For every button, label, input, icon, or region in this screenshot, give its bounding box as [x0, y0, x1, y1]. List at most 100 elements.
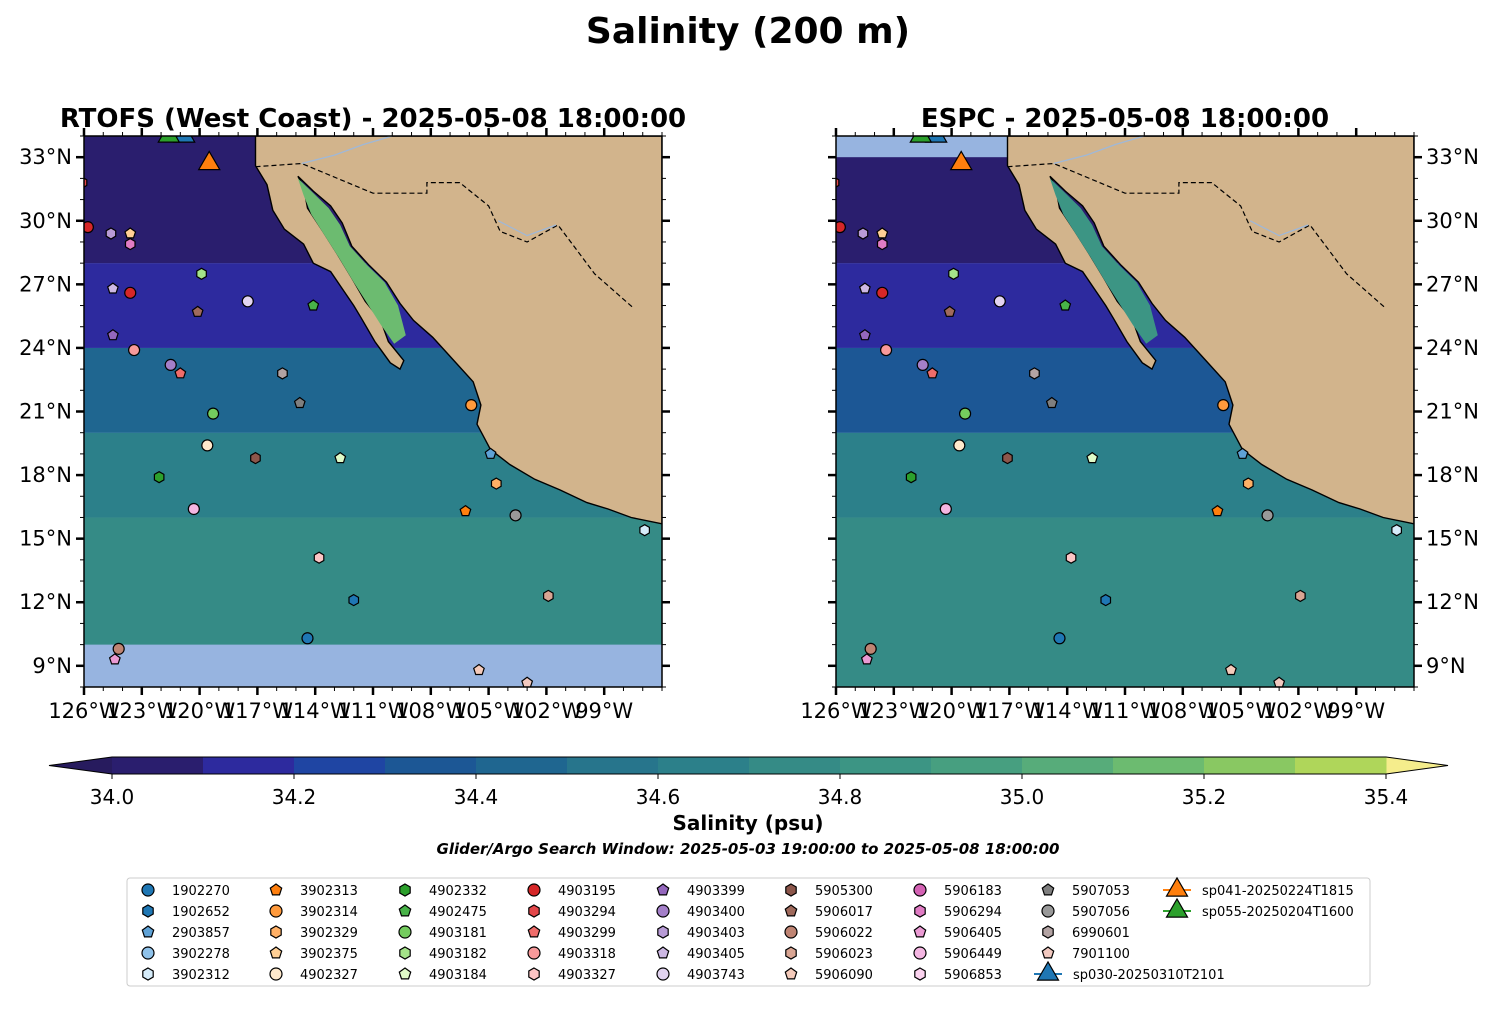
float-marker-3902329 — [490, 477, 502, 490]
legend-marker — [398, 967, 412, 980]
legend-marker — [141, 883, 155, 897]
float-marker-5907053 — [1045, 396, 1058, 409]
float-marker-4903299 — [926, 367, 939, 379]
legend-label: 5905300 — [815, 884, 873, 899]
gulf-of-california — [297, 178, 406, 344]
legend-item-5905300: 5905300 — [785, 883, 873, 899]
x-tick-label: 108°W — [1147, 699, 1219, 723]
float-marker-3902312 — [1391, 524, 1403, 537]
mexico-coastline — [254, 136, 662, 525]
legend-label: 5906405 — [944, 926, 1002, 941]
legend-label: 4903299 — [558, 926, 616, 941]
legend-marker — [1041, 904, 1055, 918]
x-tick-label: 123°W — [106, 699, 178, 723]
legend-label: 1902270 — [172, 884, 230, 899]
float-marker-2903857 — [484, 447, 497, 459]
legend-label: 4903400 — [687, 905, 745, 920]
legend-label: 4903743 — [687, 968, 745, 983]
x-tick-label: 114°W — [1032, 699, 1104, 723]
legend-label: 4903181 — [429, 926, 487, 941]
float-marker-5907053 — [293, 396, 306, 409]
float-marker-4902475 — [307, 299, 320, 311]
float-marker-4902327 — [953, 439, 966, 452]
legend-marker — [1165, 876, 1189, 897]
float-marker-5906022 — [864, 642, 877, 655]
float-marker-4903195 — [84, 221, 94, 234]
legend-marker — [784, 967, 798, 980]
legend-item-4902327: 4902327 — [269, 967, 358, 983]
legend-marker — [269, 946, 283, 959]
y-tick-label: 9°N — [32, 654, 72, 678]
figure-title: Salinity (200 m) — [586, 11, 910, 52]
float-marker-5906017 — [191, 305, 204, 317]
legend-marker — [142, 967, 154, 981]
legend-marker — [270, 925, 282, 939]
x-tick-label: 114°W — [280, 699, 352, 723]
legend-item-4903399: 4903399 — [656, 883, 745, 899]
legend-label: sp030-20250310T2101 — [1073, 968, 1225, 983]
colorbar-tick-label: 34.4 — [454, 785, 499, 809]
legend-item-sp055-20250204T1600: sp055-20250204T1600 — [1163, 897, 1354, 920]
legend-item-5906023: 5906023 — [785, 946, 873, 962]
legend-label: 5907053 — [1072, 884, 1130, 899]
x-tick-label: 102°W — [1263, 699, 1335, 723]
float-marker-4903299 — [174, 367, 187, 379]
legend-label: 3902313 — [300, 884, 358, 899]
legend-marker — [1041, 946, 1055, 959]
x-tick-label: 105°W — [453, 699, 525, 723]
float-marker-3902314 — [465, 399, 478, 412]
float-marker-3902312 — [639, 524, 651, 537]
legend-marker — [1041, 883, 1055, 896]
float-marker-1902652 — [1100, 593, 1112, 607]
float-marker-4903399 — [106, 328, 119, 341]
float-marker-4903195 — [124, 286, 137, 299]
colorbar-segment — [931, 757, 1023, 774]
legend-label: 4903403 — [687, 926, 745, 941]
y-tick-label: 15°N — [19, 527, 72, 551]
float-marker-6990601 — [277, 367, 288, 380]
float-marker-1902270 — [301, 632, 314, 645]
legend-item-5907056: 5907056 — [1041, 904, 1130, 920]
float-marker-sp055-20250204T1600 — [909, 136, 933, 143]
colorbar-segment — [1113, 757, 1205, 774]
legend-label: 3902314 — [300, 905, 358, 920]
x-tick-label: 117°W — [974, 699, 1046, 723]
mexico-coastline — [1006, 136, 1414, 525]
legend-item-5906294: 5906294 — [914, 904, 1002, 920]
legend-item-4903294: 4903294 — [528, 904, 616, 920]
x-tick-label: 111°W — [1089, 699, 1161, 723]
legend-marker — [142, 904, 154, 918]
legend-marker — [269, 967, 283, 981]
float-marker-4903405 — [858, 282, 871, 294]
float-marker-5906294 — [876, 237, 888, 251]
colorbar-tick-label: 35.0 — [1000, 785, 1045, 809]
float-marker-4902332 — [905, 471, 917, 484]
river — [1249, 220, 1309, 237]
legend-label: 6990601 — [1072, 926, 1130, 941]
y-tick-label: 30°N — [1426, 209, 1479, 233]
float-marker-1902270 — [1053, 632, 1066, 645]
float-marker-7901100 — [1273, 676, 1286, 687]
x-tick-label: 105°W — [1205, 699, 1277, 723]
float-marker-5907056 — [509, 509, 522, 522]
y-tick-label: 12°N — [19, 590, 72, 614]
x-tick-label: 111°W — [337, 699, 409, 723]
gulf-of-california — [1049, 178, 1158, 344]
y-tick-label: 27°N — [19, 272, 72, 296]
float-marker-4903399 — [858, 328, 871, 341]
float-marker-3902313 — [459, 504, 472, 517]
float-marker-6990601 — [1029, 367, 1040, 380]
float-marker-4903181 — [958, 407, 972, 420]
legend-marker — [527, 946, 541, 960]
legend-label: 4903405 — [687, 947, 745, 962]
float-marker-4902475 — [1059, 299, 1072, 311]
legend-item-3902313: 3902313 — [269, 883, 358, 899]
float-marker-4903181 — [206, 407, 220, 420]
colorbar-label: Salinity (psu) — [672, 811, 823, 835]
colorbar-tick-label: 34.0 — [90, 785, 135, 809]
x-tick-label: 126°W — [48, 699, 120, 723]
legend-item-5906853: 5906853 — [914, 967, 1002, 983]
colorbar-segment — [749, 757, 841, 774]
legend-marker — [785, 883, 797, 897]
